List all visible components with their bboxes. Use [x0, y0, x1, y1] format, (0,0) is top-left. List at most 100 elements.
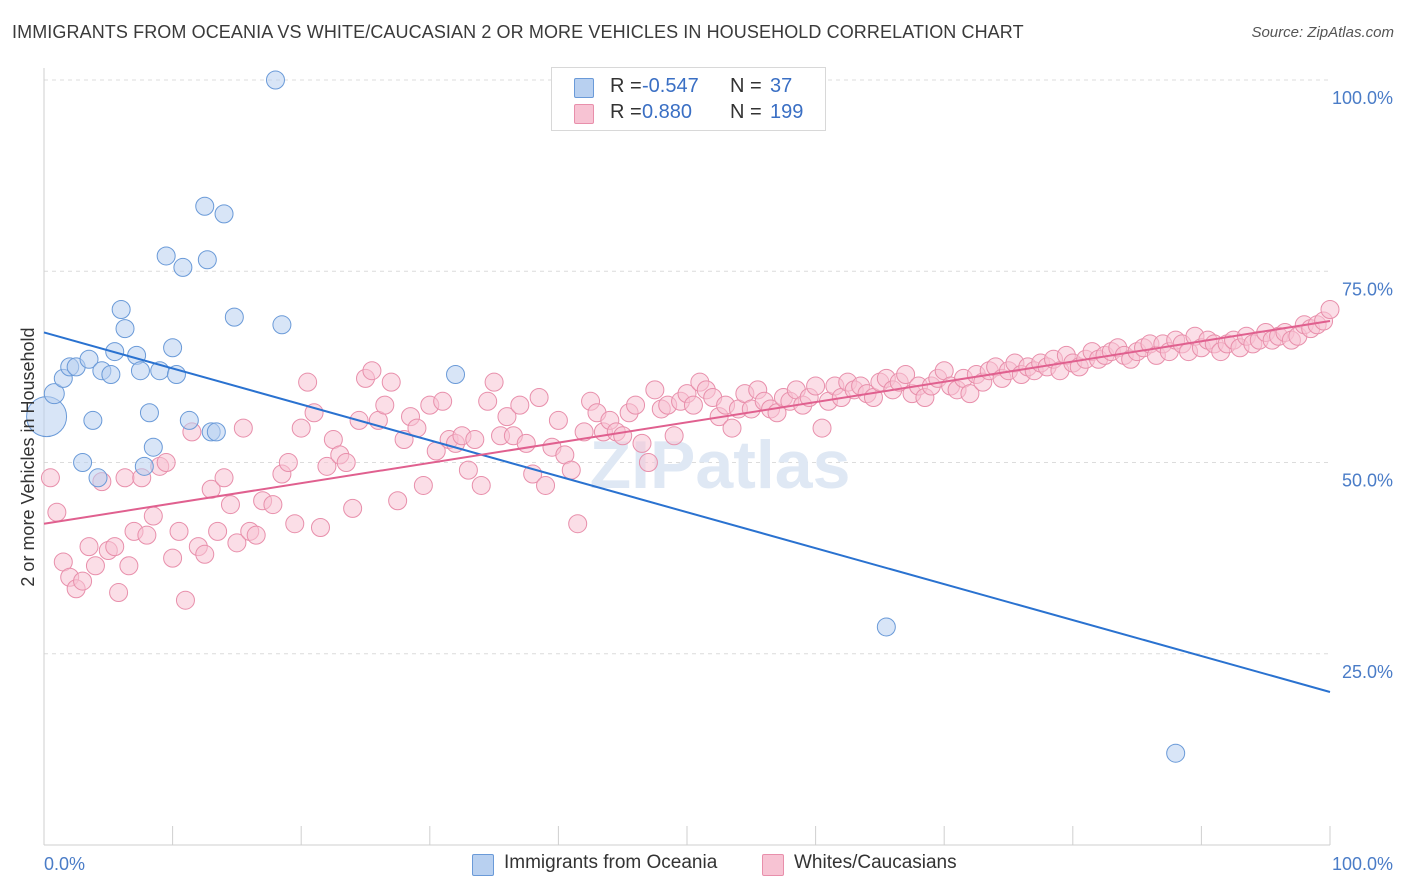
whites-point: [119, 556, 139, 576]
oceania-point: [197, 250, 217, 270]
whites-point: [510, 395, 530, 415]
whites-point: [285, 514, 305, 534]
legend-n-label: N =: [730, 101, 762, 123]
legend-r-label: R =: [610, 101, 642, 123]
whites-point: [632, 433, 652, 453]
whites-point: [156, 453, 176, 472]
whites-point: [137, 525, 157, 545]
oceania-point: [272, 315, 292, 335]
whites-point: [105, 537, 125, 557]
whites-point: [115, 468, 135, 488]
whites-point: [806, 376, 826, 396]
oceania-point: [130, 361, 150, 381]
oceania-point: [179, 410, 199, 430]
oceania-point: [173, 257, 193, 277]
whites-point: [227, 533, 247, 553]
watermark: ZIPatlas: [590, 427, 851, 503]
oceania-point: [265, 70, 285, 90]
whites-point: [478, 391, 498, 411]
whites-point: [175, 590, 195, 610]
bottom-legend: Immigrants from Oceania Whites/Caucasian…: [0, 852, 1406, 878]
legend-n-value: 37: [770, 75, 793, 97]
whites-point: [291, 418, 311, 438]
whites-point: [568, 514, 588, 534]
oceania-point: [88, 468, 108, 488]
grid-lines: [44, 79, 1330, 655]
whites-point: [433, 391, 453, 411]
x-tick-labels: 0.0% 100.0%: [44, 854, 1393, 874]
legend-r-value: 0.880: [642, 101, 693, 123]
whites-point: [298, 372, 318, 392]
x-tick-label: 0.0%: [44, 854, 85, 874]
whites-point: [722, 418, 742, 438]
bottom-legend-swatch-blue: [472, 854, 494, 876]
whites-point: [317, 456, 337, 476]
oceania-point: [101, 365, 121, 385]
whites-point: [960, 384, 980, 404]
oceania-point: [224, 307, 244, 327]
whites-point: [413, 475, 433, 495]
oceania-point: [163, 338, 183, 358]
whites-point: [529, 387, 549, 407]
whites-point: [812, 418, 832, 438]
y-tick-label: 100.0%: [1332, 88, 1393, 108]
whites-point: [343, 498, 363, 518]
whites-point: [613, 426, 633, 446]
y-tick-labels: 100.0% 75.0% 50.0% 25.0%: [1332, 88, 1393, 682]
whites-point: [471, 475, 491, 495]
whites-point: [169, 521, 189, 541]
source-label: Source: ZipAtlas.com: [1251, 24, 1394, 41]
whites-point: [220, 495, 240, 515]
oceania-trend-line: [43, 331, 1331, 693]
legend-n-value: 199: [770, 101, 804, 123]
whites-point: [263, 495, 283, 515]
oceania-point: [214, 204, 234, 224]
chart-title: IMMIGRANTS FROM OCEANIA VS WHITE/CAUCASI…: [12, 22, 1024, 42]
whites-point: [536, 475, 556, 495]
whites-trend-line: [43, 319, 1331, 525]
whites-point: [208, 521, 228, 541]
oceania-point: [134, 456, 154, 476]
whites-point: [626, 395, 646, 415]
y-tick-label: 50.0%: [1342, 471, 1393, 491]
whites-point: [47, 502, 67, 522]
whites-point: [638, 453, 658, 472]
whites-point: [195, 544, 215, 564]
whites-point: [381, 372, 401, 392]
x-tick-label: 100.0%: [1332, 854, 1393, 874]
whites-point: [896, 365, 916, 385]
legend: R = -0.547 N = 37 R = 0.880 N = 199: [551, 67, 826, 131]
oceania-point: [446, 365, 466, 385]
legend-swatch-pink: [574, 104, 594, 124]
whites-point: [561, 460, 581, 480]
whites-point: [214, 468, 234, 488]
oceania-points: [26, 70, 1186, 763]
whites-point: [574, 422, 594, 442]
whites-point: [79, 537, 99, 557]
y-tick-label: 25.0%: [1342, 662, 1393, 682]
oceania-point: [195, 196, 215, 216]
trend-lines: [43, 319, 1331, 693]
whites-point: [664, 426, 684, 446]
oceania-point: [73, 453, 93, 472]
y-tick-label: 75.0%: [1342, 279, 1393, 299]
whites-point: [246, 525, 266, 545]
legend-r-value: -0.547: [642, 75, 699, 97]
whites-point: [233, 418, 253, 438]
bottom-legend-label: Whites/Caucasians: [794, 852, 957, 873]
oceania-point: [1166, 743, 1186, 763]
legend-r-label: R =: [610, 75, 642, 97]
whites-point: [548, 410, 568, 430]
whites-point: [163, 548, 183, 568]
axes: [43, 68, 1331, 846]
whites-point: [484, 372, 504, 392]
whites-point: [362, 361, 382, 381]
whites-point: [497, 407, 517, 427]
legend-swatch-blue: [574, 78, 594, 98]
whites-point: [645, 380, 665, 400]
whites-point: [375, 395, 395, 415]
whites-point: [458, 460, 478, 480]
oceania-point: [111, 300, 131, 319]
whites-point: [143, 506, 163, 526]
